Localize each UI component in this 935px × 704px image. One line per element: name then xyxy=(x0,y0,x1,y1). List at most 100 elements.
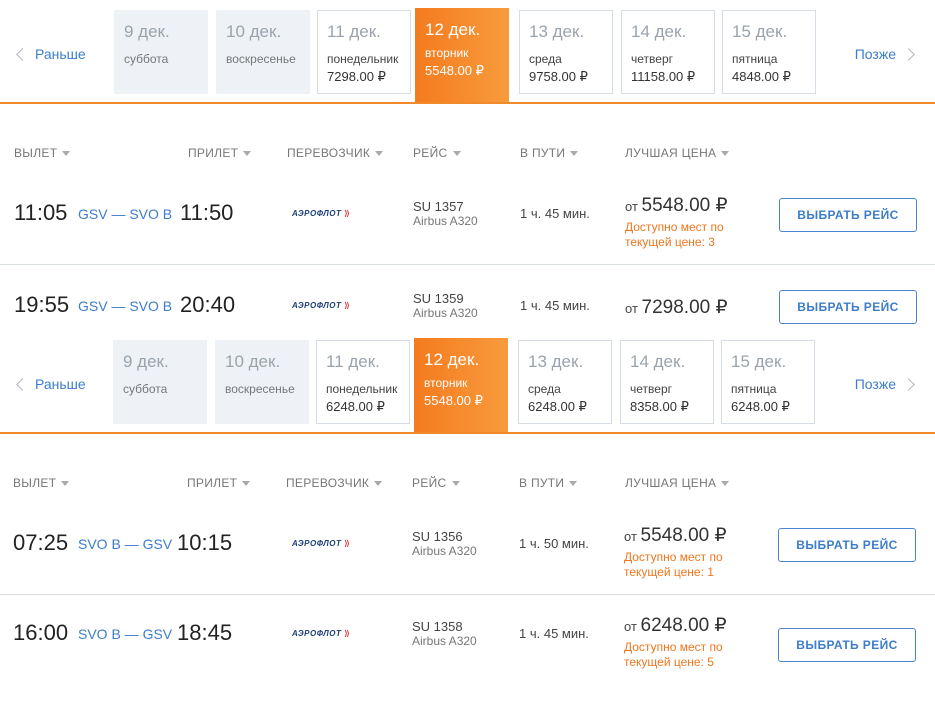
later-dates-link[interactable]: Позже xyxy=(854,376,915,392)
arrival-time: 11:50 xyxy=(180,200,234,225)
later-label: Позже xyxy=(854,46,896,62)
aircraft: Airbus A320 xyxy=(412,544,477,558)
date-day: 14 дек. xyxy=(630,352,686,371)
sort-arrival[interactable]: ПРИЛЕТ xyxy=(187,476,250,490)
sort-arrival[interactable]: ПРИЛЕТ xyxy=(188,146,251,160)
date-price: 6248.00 ₽ xyxy=(326,399,385,414)
date-weekday: среда xyxy=(528,382,561,396)
date-tile[interactable]: 11 дек. понедельник 7298.00 ₽ xyxy=(317,10,411,94)
duration: 1 ч. 45 мин. xyxy=(519,626,589,641)
sort-carrier[interactable]: ПЕРЕВОЗЧИК xyxy=(287,146,383,160)
date-day: 15 дек. xyxy=(732,22,788,41)
date-price: 11158.00 ₽ xyxy=(631,69,696,84)
aeroflot-logo: АЭРОФЛОТ ⟫ xyxy=(292,209,351,218)
chevron-left-icon xyxy=(16,377,29,391)
sort-duration[interactable]: В ПУТИ xyxy=(519,476,577,490)
date-day: 10 дек. xyxy=(225,352,281,371)
date-price: 5548.00 ₽ xyxy=(425,63,484,78)
flight-row: 07:25 SVO B — GSV 10:15 АЭРОФЛОТ ⟫ SU 13… xyxy=(0,510,935,602)
flight-number: SU 1357 xyxy=(413,199,464,214)
route: SVO B — GSV xyxy=(78,626,173,642)
sort-carrier[interactable]: ПЕРЕВОЗЧИК xyxy=(286,476,382,490)
aircraft: Airbus A320 xyxy=(412,634,477,648)
aeroflot-logo: АЭРОФЛОТ ⟫ xyxy=(292,301,351,310)
date-price: 6248.00 ₽ xyxy=(528,399,587,414)
arrival-time: 10:15 xyxy=(177,530,233,555)
date-day: 9 дек. xyxy=(123,352,169,371)
departure-time: 11:05 xyxy=(14,200,68,225)
departure-time: 07:25 xyxy=(13,530,69,555)
later-dates-link[interactable]: Позже xyxy=(854,46,915,62)
route: GSV — SVO B xyxy=(78,298,173,314)
select-flight-button[interactable]: ВЫБРАТЬ РЕЙС xyxy=(779,198,917,232)
earlier-dates-link[interactable]: Раньше xyxy=(16,376,86,392)
sort-flight[interactable]: РЕЙС xyxy=(412,476,460,490)
date-weekday: вторник xyxy=(424,376,468,390)
date-day: 15 дек. xyxy=(731,352,787,371)
date-tile[interactable]: 9 дек. суббота xyxy=(114,10,208,94)
date-tile[interactable]: 11 дек. понедельник 6248.00 ₽ xyxy=(316,340,410,424)
select-flight-button[interactable]: ВЫБРАТЬ РЕЙС xyxy=(778,628,916,662)
aircraft: Airbus A320 xyxy=(413,214,478,228)
seats-available-note: Доступно мест по текущей цене: 3 xyxy=(625,220,724,249)
date-weekday: пятница xyxy=(731,382,777,396)
arrival-time: 20:40 xyxy=(180,292,236,317)
date-weekday: вторник xyxy=(425,46,469,60)
chevron-left-icon xyxy=(16,47,29,61)
select-flight-button[interactable]: ВЫБРАТЬ РЕЙС xyxy=(778,528,916,562)
date-day: 11 дек. xyxy=(326,352,380,371)
selected-date-underline xyxy=(0,102,935,104)
seats-available-note: Доступно мест по текущей цене: 1 xyxy=(624,550,723,579)
date-price: 7298.00 ₽ xyxy=(327,69,386,84)
best-price: от 6248.00 ₽ xyxy=(624,615,727,636)
aeroflot-logo: АЭРОФЛОТ ⟫ xyxy=(292,539,351,548)
date-day: 11 дек. xyxy=(327,22,381,41)
date-tile[interactable]: 14 дек. четверг 11158.00 ₽ xyxy=(621,10,715,94)
date-tile-selected[interactable]: 12 дек. вторник 5548.00 ₽ xyxy=(415,8,509,102)
date-weekday: четверг xyxy=(631,52,673,66)
row-divider xyxy=(0,594,935,595)
date-day: 13 дек. xyxy=(528,352,584,371)
sort-duration[interactable]: В ПУТИ xyxy=(520,146,578,160)
date-day: 12 дек. xyxy=(424,350,480,369)
date-tile-selected[interactable]: 12 дек. вторник 5548.00 ₽ xyxy=(414,338,508,432)
sort-departure[interactable]: ВЫЛЕТ xyxy=(13,476,69,490)
flight-number: SU 1358 xyxy=(412,619,463,634)
select-flight-button[interactable]: ВЫБРАТЬ РЕЙС xyxy=(779,290,917,324)
earlier-dates-link[interactable]: Раньше xyxy=(16,46,86,62)
date-day: 10 дек. xyxy=(226,22,282,41)
date-selector: Раньше 9 дек. суббота 10 дек. воскресень… xyxy=(0,0,935,102)
date-day: 13 дек. xyxy=(529,22,585,41)
date-weekday: суббота xyxy=(124,52,169,66)
best-price: от 5548.00 ₽ xyxy=(624,525,727,546)
sort-best-price[interactable]: ЛУЧШАЯ ЦЕНА xyxy=(625,146,729,160)
selected-date-underline xyxy=(0,432,935,434)
route: SVO B — GSV xyxy=(78,536,173,552)
date-tile[interactable]: 9 дек. суббота xyxy=(113,340,207,424)
flight-row: 11:05 GSV — SVO B 11:50 АЭРОФЛОТ ⟫ SU 13… xyxy=(0,180,935,272)
sort-flight[interactable]: РЕЙС xyxy=(413,146,461,160)
date-price: 5548.00 ₽ xyxy=(424,393,483,408)
chevron-right-icon xyxy=(902,47,915,61)
date-weekday: понедельник xyxy=(326,382,398,396)
flight-block-return: Раньше 9 дек. суббота 10 дек. воскресень… xyxy=(0,330,935,673)
date-tile[interactable]: 14 дек. четверг 8358.00 ₽ xyxy=(620,340,714,424)
earlier-label: Раньше xyxy=(35,46,86,62)
date-tile[interactable]: 15 дек. пятница 6248.00 ₽ xyxy=(721,340,815,424)
date-tile[interactable]: 15 дек. пятница 4848.00 ₽ xyxy=(722,10,816,94)
best-price: от 5548.00 ₽ xyxy=(625,195,728,216)
flight-row: 19:55 GSV — SVO B 20:40 АЭРОФЛОТ ⟫ SU 13… xyxy=(0,272,935,364)
date-price: 8358.00 ₽ xyxy=(630,399,689,414)
date-tile[interactable]: 10 дек. воскресенье xyxy=(215,340,309,424)
duration: 1 ч. 50 мин. xyxy=(519,536,589,551)
date-tile[interactable]: 13 дек. среда 9758.00 ₽ xyxy=(519,10,613,94)
departure-time: 19:55 xyxy=(14,292,70,317)
later-label: Позже xyxy=(854,376,896,392)
sort-departure[interactable]: ВЫЛЕТ xyxy=(14,146,70,160)
date-tile[interactable]: 10 дек. воскресенье xyxy=(216,10,310,94)
date-tile[interactable]: 13 дек. среда 6248.00 ₽ xyxy=(518,340,612,424)
sort-best-price[interactable]: ЛУЧШАЯ ЦЕНА xyxy=(625,476,729,490)
date-weekday: воскресенье xyxy=(225,382,295,396)
date-weekday: понедельник xyxy=(327,52,399,66)
seats-available-note: Доступно мест по текущей цене: 5 xyxy=(624,640,723,669)
